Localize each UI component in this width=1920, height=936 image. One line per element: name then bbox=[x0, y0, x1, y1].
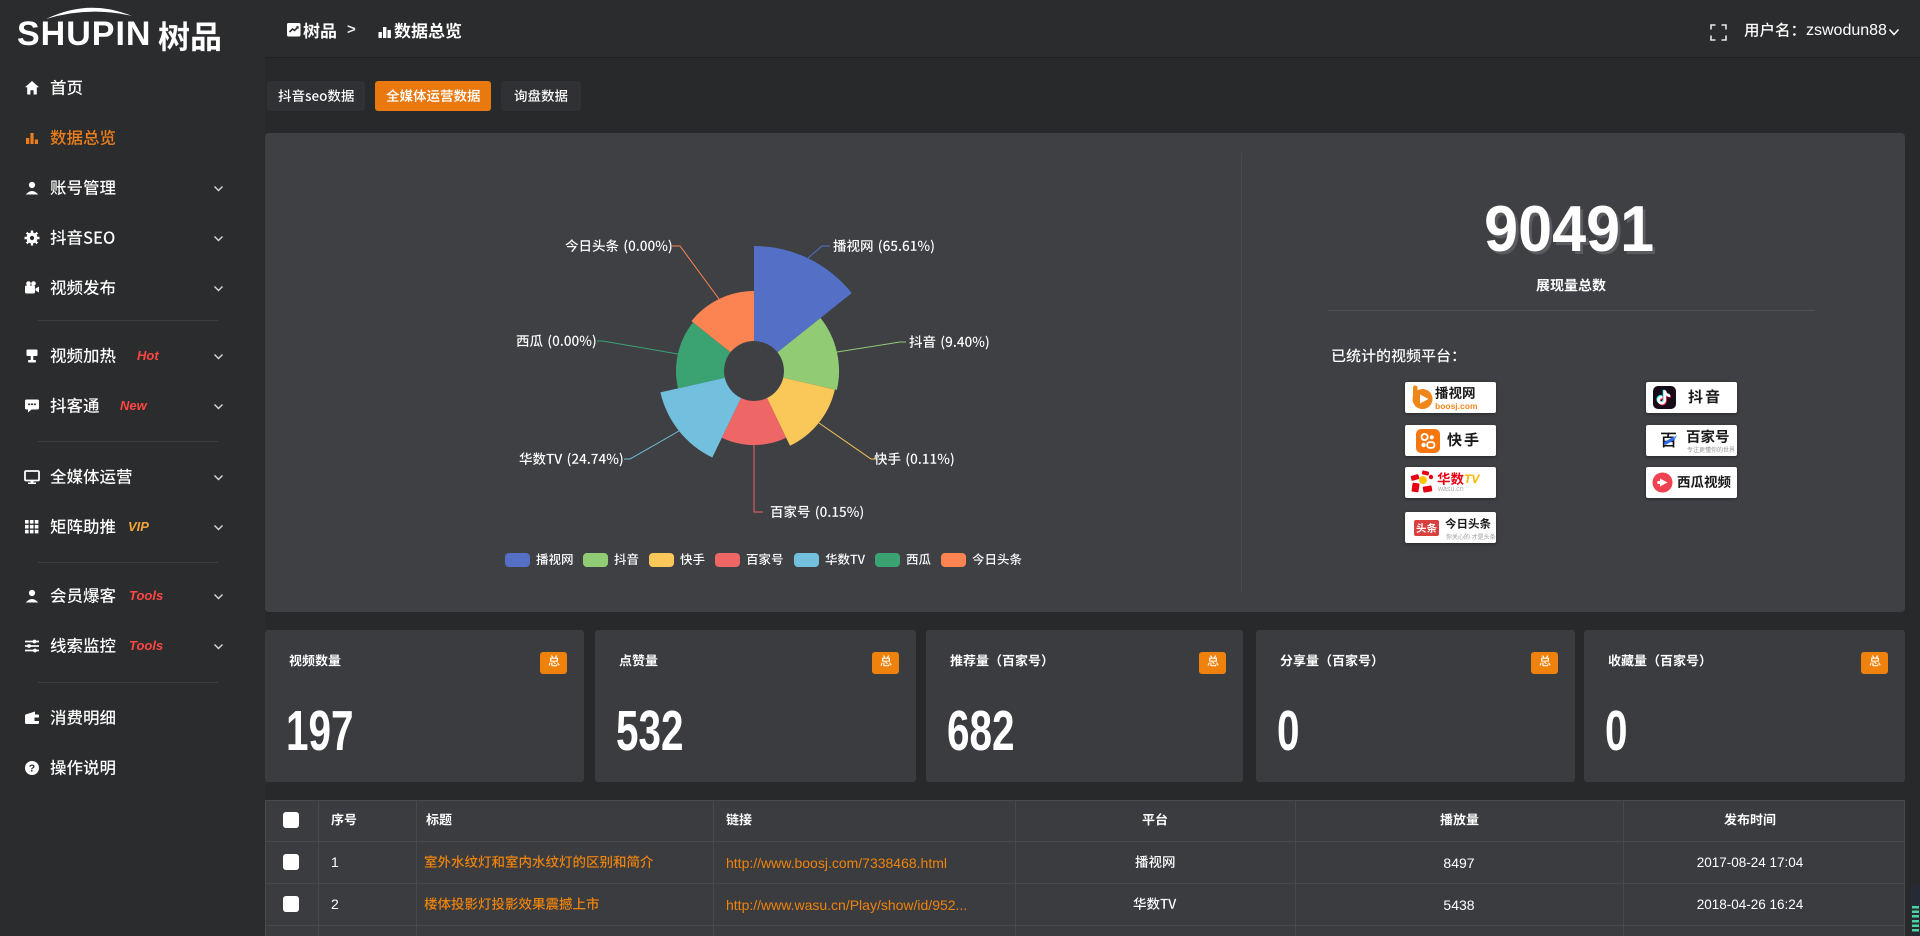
svg-text:?: ? bbox=[29, 763, 35, 775]
